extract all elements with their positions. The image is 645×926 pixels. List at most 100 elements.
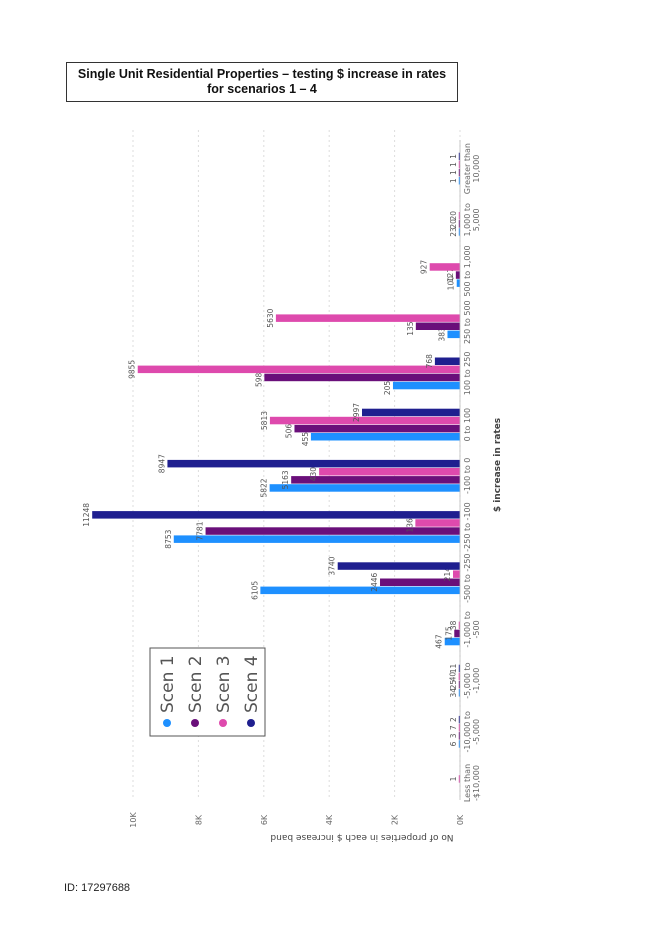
data-label: 4309 bbox=[309, 462, 318, 481]
bar-scen-3 bbox=[319, 468, 460, 476]
bar-scen-3 bbox=[458, 160, 460, 169]
chart-title-box: Single Unit Residential Properties – tes… bbox=[66, 62, 458, 102]
category-label: 250 to 500 bbox=[463, 300, 472, 344]
bar-scen-2 bbox=[458, 168, 460, 177]
data-label: 8753 bbox=[164, 529, 173, 548]
data-label: 2050 bbox=[383, 376, 392, 395]
bar-scen-1 bbox=[447, 330, 460, 339]
bar-scen-2 bbox=[455, 271, 460, 279]
legend-marker bbox=[191, 719, 199, 727]
category-label: -1,000 to bbox=[463, 611, 472, 647]
bar-scen-2 bbox=[291, 476, 460, 484]
bar-scen-3 bbox=[429, 263, 460, 271]
legend-marker bbox=[163, 719, 171, 727]
bar-scen-1 bbox=[456, 279, 460, 287]
data-label: 20 bbox=[449, 219, 458, 229]
bar-scen-1 bbox=[269, 484, 460, 492]
data-label: 1 bbox=[449, 178, 458, 183]
bar-scen-2 bbox=[380, 578, 460, 586]
data-label: 768 bbox=[425, 354, 434, 369]
category-label: -5,000 bbox=[472, 719, 481, 745]
y-tick-label: 2K bbox=[391, 814, 400, 825]
data-label: 1 bbox=[449, 170, 458, 175]
bar-scen-1 bbox=[260, 586, 460, 595]
bar-scen-2 bbox=[415, 322, 460, 330]
bar-scen-1 bbox=[458, 689, 460, 697]
data-label: 5813 bbox=[260, 411, 269, 430]
legend-label: Scen 1 bbox=[158, 655, 178, 713]
bar-scen-4 bbox=[458, 715, 460, 724]
data-label: 127 bbox=[446, 268, 455, 283]
legend: Scen 1 Scen 2 Scen 3 Scen 4 bbox=[149, 647, 266, 737]
data-label: 5163 bbox=[281, 470, 290, 489]
bar-scen-1 bbox=[444, 637, 460, 646]
data-label: 2 bbox=[449, 717, 458, 722]
data-label: 100 bbox=[447, 276, 456, 291]
legend-label: Scen 4 bbox=[242, 655, 262, 713]
bar-scen-3 bbox=[458, 621, 460, 630]
bar-scen-1 bbox=[392, 381, 460, 390]
data-label: 175 bbox=[444, 626, 453, 641]
bar-scen-3 bbox=[458, 672, 460, 681]
data-label: 1365 bbox=[405, 513, 414, 532]
bar-scen-3 bbox=[137, 365, 460, 374]
data-label: 38 bbox=[449, 620, 458, 630]
data-label: 1 bbox=[449, 776, 458, 781]
y-tick-label: 0K bbox=[456, 814, 465, 825]
legend-marker bbox=[219, 719, 227, 727]
bar-scen-3 bbox=[458, 724, 460, 732]
bar-scen-4 bbox=[458, 152, 460, 161]
bar-scen-2 bbox=[458, 220, 460, 228]
bar-scen-4 bbox=[167, 459, 460, 468]
legend-marker bbox=[247, 719, 255, 727]
category-label: Greater than bbox=[463, 143, 472, 194]
category-label: 5,000 bbox=[472, 208, 481, 231]
bar-scen-4 bbox=[92, 511, 460, 519]
bar-scen-4 bbox=[434, 357, 460, 365]
data-label: 8947 bbox=[157, 454, 166, 473]
bar-scen-3 bbox=[453, 570, 460, 578]
bar-scen-2 bbox=[458, 680, 460, 689]
data-label: 1 bbox=[449, 162, 458, 167]
chart-title-line1: Single Unit Residential Properties – tes… bbox=[77, 67, 447, 81]
y-tick-label: 8K bbox=[194, 814, 203, 825]
bar-scen-3 bbox=[458, 775, 460, 783]
bar-scen-2 bbox=[264, 373, 460, 382]
bar-scen-1 bbox=[458, 228, 460, 236]
category-label: 10,000 bbox=[472, 155, 481, 183]
category-label: 0 to 100 bbox=[463, 408, 472, 441]
data-label: 2997 bbox=[352, 403, 361, 422]
data-label: 927 bbox=[420, 260, 429, 275]
category-label: 500 to 1,000 bbox=[463, 245, 472, 296]
bar-scen-3 bbox=[415, 519, 460, 527]
data-label: 7781 bbox=[196, 521, 205, 540]
data-label: 1 bbox=[449, 154, 458, 159]
data-label: 20 bbox=[449, 211, 458, 221]
bar-scen-1 bbox=[458, 177, 460, 185]
category-label: Less than bbox=[463, 764, 472, 802]
data-label: 1351 bbox=[406, 316, 415, 335]
bar-scen-1 bbox=[310, 433, 460, 441]
bar-scen-4 bbox=[458, 664, 460, 673]
category-label: -250 to -100 bbox=[463, 502, 472, 551]
category-label: -5,000 to bbox=[463, 662, 472, 698]
data-label: 40 bbox=[449, 672, 458, 682]
data-label: 34 bbox=[449, 688, 458, 698]
bar-scen-4 bbox=[337, 562, 460, 570]
category-label: -1,000 bbox=[472, 668, 481, 694]
data-label: 383 bbox=[437, 327, 446, 342]
category-label: -$10,000 bbox=[472, 765, 481, 801]
bar-scen-3 bbox=[275, 314, 460, 322]
data-label: 5822 bbox=[260, 478, 269, 497]
data-label: 5983 bbox=[254, 368, 263, 387]
data-label: 6105 bbox=[250, 581, 259, 600]
data-label: 6 bbox=[449, 741, 458, 746]
category-label: 100 to 250 bbox=[463, 352, 472, 396]
data-label: 3740 bbox=[328, 556, 337, 575]
y-tick-label: 4K bbox=[325, 814, 334, 825]
data-label: 4559 bbox=[301, 427, 310, 446]
bar-scen-1 bbox=[458, 740, 460, 748]
x-axis-title: $ increase in rates bbox=[493, 418, 503, 512]
data-label: 3 bbox=[449, 733, 458, 738]
category-label: -10,000 to bbox=[463, 711, 472, 753]
